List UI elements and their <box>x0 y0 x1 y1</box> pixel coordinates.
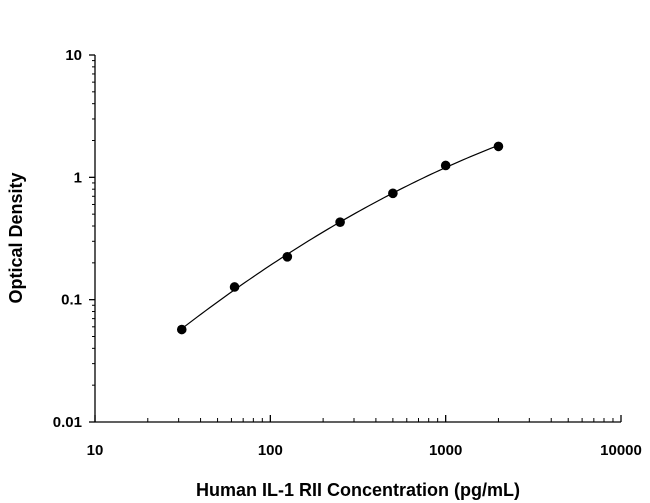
y-tick-label: 0.1 <box>61 292 82 309</box>
major-ticks <box>89 54 622 423</box>
x-tick-label: 10000 <box>600 442 642 459</box>
x-tick-label: 100 <box>258 442 283 459</box>
data-point <box>176 324 187 335</box>
minor-ticks <box>92 60 614 422</box>
data-points <box>176 141 504 335</box>
y-tick-labels: 0.01 0.1 1 10 <box>53 47 82 431</box>
x-tick-labels: 10 100 1000 10000 <box>87 442 642 459</box>
fit-curve <box>181 144 499 330</box>
y-tick-label: 1 <box>74 169 82 186</box>
y-axis-title: Optical Density <box>6 172 26 303</box>
y-tick-label: 0.01 <box>53 414 82 431</box>
x-axis-title: Human IL-1 RII Concentration (pg/mL) <box>196 480 520 500</box>
data-point <box>388 188 398 199</box>
data-point <box>229 282 240 292</box>
data-point <box>493 141 504 152</box>
x-tick-label: 10 <box>87 442 104 459</box>
x-tick-label: 1000 <box>429 442 462 459</box>
data-point <box>335 217 345 227</box>
y-tick-label: 10 <box>65 47 82 64</box>
data-point <box>282 252 293 262</box>
data-point <box>440 160 451 171</box>
